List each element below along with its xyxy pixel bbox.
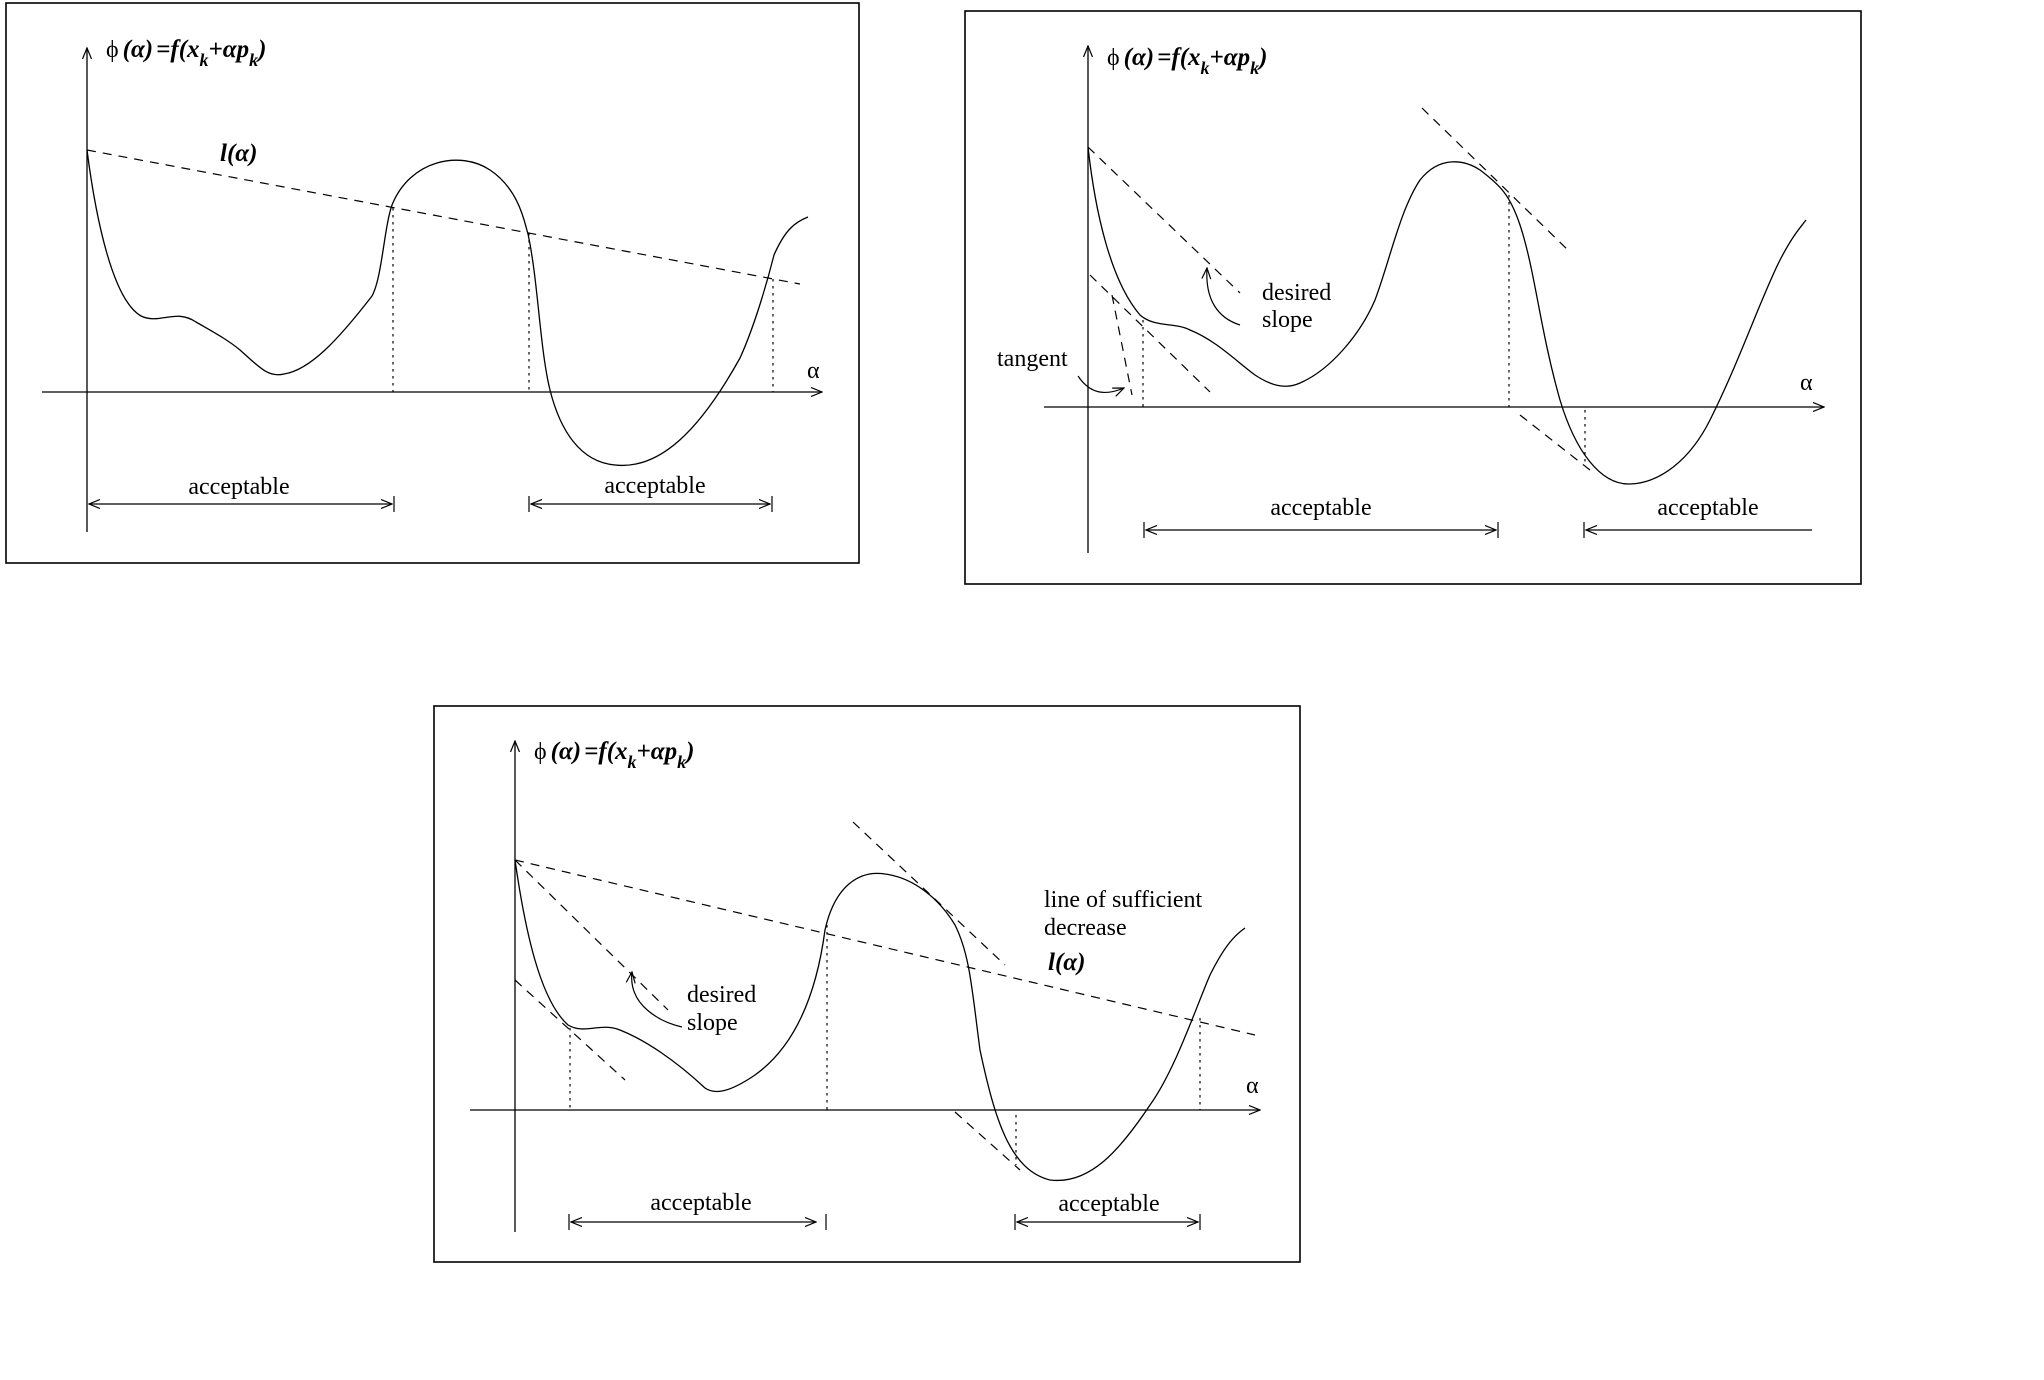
panel-3-phi-label: ϕ (α) =f(xk+αpk) [534,738,694,772]
panel-2-desired-slope-line [1087,146,1241,294]
panel-3-slope-label: slope [687,1010,738,1036]
panel-1-acceptable-label: acceptable [188,474,289,500]
panel-2-acceptable-label: acceptable [1657,495,1758,521]
panel-1-frame [5,2,860,564]
panel-wolfe-conditions: ϕ (α) =f(xk+αpk) desired slope line of suf… [433,705,1301,1263]
panel-3-acceptable-label: acceptable [1058,1191,1159,1217]
panel-1-l-alpha-label: l(α) [220,140,257,167]
panel-3-l-alpha-label: l(α) [1048,949,1085,976]
panel-3-phi-curve [514,859,1246,1182]
panel-2-desired-slope-arrow [1207,268,1241,326]
panel-3-frame [433,705,1301,1263]
panel-1-alpha-axis-label: α [807,358,820,384]
panel-3-max-slope-line [852,821,1006,966]
panel-2-alpha-axis-label: α [1800,370,1813,396]
panel-2-slope-label: slope [1262,307,1313,333]
panel-1-sufficient-decrease-line [86,149,801,285]
panel-2-min-slope-line [1519,414,1591,471]
panel-2-tangent-slope-line [1089,274,1211,393]
panel-2-acceptable-label: acceptable [1270,495,1371,521]
panel-2-desired-label: desired [1262,280,1331,306]
panel-3-decrease-label: decrease [1044,915,1127,941]
panel-1-phi-label: ϕ (α) =f(xk+αpk) [106,36,266,70]
panel-2-tangent-line [1111,294,1133,396]
panel-2-phi-curve [1087,146,1807,485]
panel-3-sufficient-label: line of sufficient [1044,887,1203,913]
panel-curvature-condition: ϕ (α) =f(xk+αpk) desired slope tangent α a… [964,10,1862,585]
panel-3-min-slope-line [954,1111,1021,1171]
panel-2-tangent-label: tangent [997,346,1068,372]
panel-2-frame [964,10,1862,585]
panel-1-phi-curve [86,149,809,467]
panel-2-tangent-arrow [1077,375,1124,392]
panel-1-acceptable-label: acceptable [604,473,705,499]
panel-3-desired-slope-line [514,859,669,1011]
panel-3-alpha-axis-label: α [1246,1073,1259,1099]
panel-2-max-slope-line [1421,107,1571,253]
panel-3-tangent-slope-line [514,979,626,1081]
panel-2-phi-label: ϕ (α) =f(xk+αpk) [1107,44,1267,78]
panel-3-desired-label: desired [687,982,756,1008]
panel-3-desired-slope-arrow [632,972,683,1028]
panel-sufficient-decrease: ϕ (α) =f(xk+αpk) l(α) α acceptable accepta… [5,2,860,564]
panel-3-acceptable-label: acceptable [650,1190,751,1216]
